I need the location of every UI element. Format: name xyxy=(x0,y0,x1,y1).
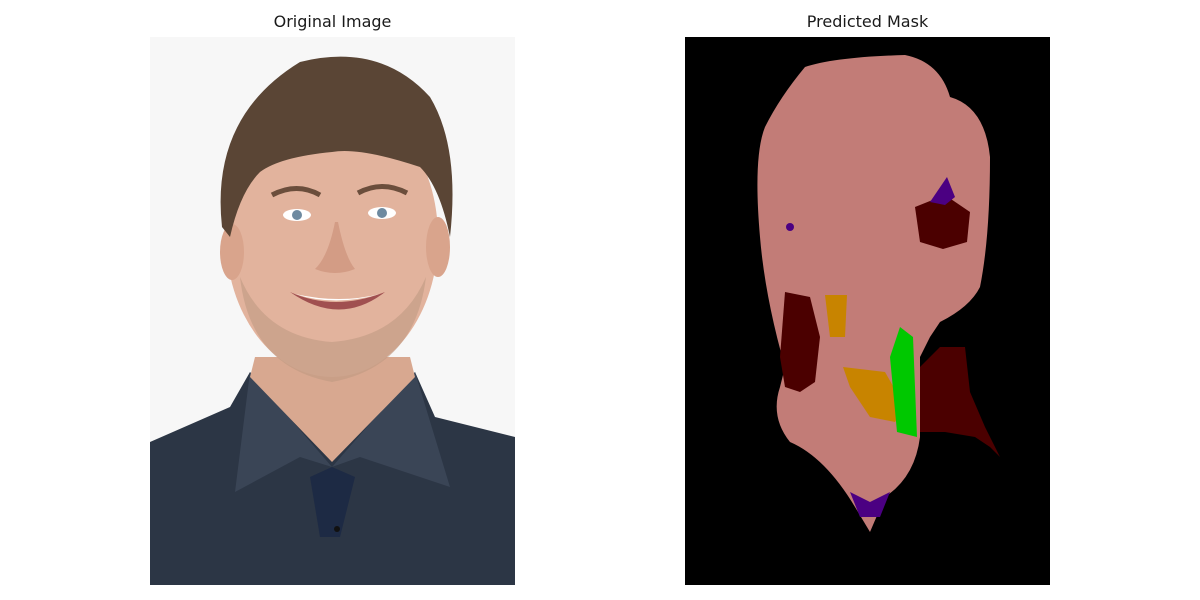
hair xyxy=(220,56,453,237)
shirt-button xyxy=(334,526,340,532)
mask-eye-bottom xyxy=(850,492,890,517)
mouth xyxy=(290,292,385,310)
panel-title-mask: Predicted Mask xyxy=(806,12,929,31)
mask-nose xyxy=(890,327,917,437)
mask-hair-ear xyxy=(915,195,970,249)
mask-mouth-lower xyxy=(843,367,905,422)
mask-skin-region xyxy=(757,55,990,532)
nose xyxy=(315,222,355,273)
original-photo xyxy=(150,37,515,585)
predicted-mask xyxy=(685,37,1050,585)
left-ear xyxy=(220,224,244,280)
stubble xyxy=(240,277,426,382)
mask-eye-right xyxy=(930,177,955,205)
mask-mouth-upper xyxy=(825,295,847,337)
right-ear xyxy=(426,217,450,277)
mask-hair-right xyxy=(920,347,1000,457)
mask-eye-left xyxy=(786,223,794,231)
panel-title-original: Original Image xyxy=(273,12,392,31)
collar xyxy=(235,372,332,492)
mask-hair-left xyxy=(780,292,820,392)
neck xyxy=(250,357,415,462)
